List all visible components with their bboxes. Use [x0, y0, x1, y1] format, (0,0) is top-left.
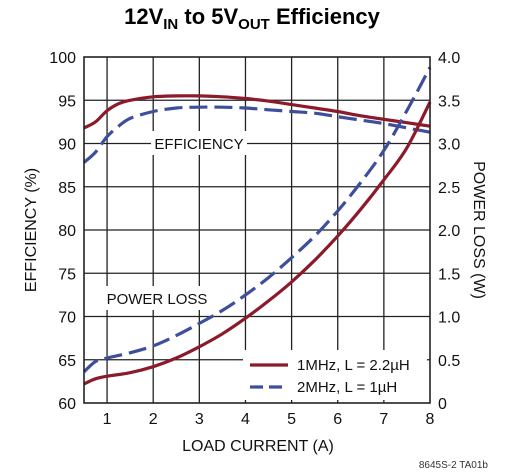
x-tick-label: 6 — [333, 411, 342, 428]
y-axis-label-right: POWER LOSS (W) — [470, 161, 487, 299]
power-loss-annotation: POWER LOSS — [107, 291, 208, 308]
y-right-tick-label: 1.0 — [438, 310, 460, 327]
x-tick-label: 5 — [287, 411, 296, 428]
tick-labels: 1 2 3 4 5 6 7 8 60 65 70 75 80 85 90 95 100 0 0.5 1.0 1.5 2.0… — [49, 50, 460, 428]
x-tick-label: 3 — [195, 411, 204, 428]
power_loss-line-1mhz — [83, 101, 432, 386]
title-part-1: 12V — [124, 4, 163, 29]
power_loss-line-2mhz — [82, 66, 432, 374]
y-right-tick-label: 1.5 — [438, 266, 460, 283]
x-tick-label: 2 — [149, 411, 158, 428]
y-left-tick-label: 100 — [49, 50, 76, 67]
x-tick-label: 8 — [426, 411, 435, 428]
y-right-tick-label: 2.0 — [438, 223, 460, 240]
title-subscript-out: OUT — [238, 16, 270, 33]
series — [82, 66, 432, 386]
legend-background — [243, 350, 427, 400]
y-left-tick-label: 80 — [58, 223, 76, 240]
y-right-tick-label: 2.5 — [438, 180, 460, 197]
title-part-2: to 5V — [178, 4, 238, 29]
legend-label-2mhz: 2MHz, L = 1µH — [297, 379, 397, 396]
plot-frame — [83, 56, 431, 404]
x-tick-label: 4 — [241, 411, 250, 428]
title-subscript-in: IN — [163, 16, 178, 33]
y-right-tick-label: 3.0 — [438, 137, 460, 154]
efficiency-annotation-bg — [151, 131, 247, 155]
x-tick-label: 7 — [379, 411, 388, 428]
y-right-tick-label: 0.5 — [438, 353, 460, 370]
x-tick-label: 1 — [103, 411, 112, 428]
legend-label-1mhz: 1MHz, L = 2.2µH — [297, 357, 410, 374]
y-axis-label-left: EFFICIENCY (%) — [23, 168, 40, 292]
efficiency-annotation: EFFICIENCY — [154, 136, 243, 153]
x-axis-label: LOAD CURRENT (A) — [182, 438, 334, 455]
power-loss-annotation-bg — [100, 286, 214, 310]
y-left-tick-label: 90 — [58, 137, 76, 154]
chart-title: 12VIN to 5VOUT Efficiency — [124, 4, 381, 33]
figure-code: 8645S-2 TA01b — [419, 460, 489, 471]
y-left-tick-label: 85 — [58, 180, 76, 197]
efficiency-line-2mhz — [82, 105, 431, 164]
y-left-tick-label: 75 — [58, 266, 76, 283]
y-right-tick-label: 3.5 — [438, 93, 460, 110]
y-left-tick-label: 60 — [58, 396, 76, 413]
y-left-tick-label: 70 — [58, 310, 76, 327]
legend: 1MHz, L = 2.2µH 2MHz, L = 1µH — [243, 350, 427, 400]
title-part-3: Efficiency — [270, 4, 381, 29]
y-left-tick-label: 65 — [58, 353, 76, 370]
y-left-tick-label: 95 — [58, 93, 76, 110]
y-right-tick-label: 0 — [438, 396, 447, 413]
y-right-tick-label: 4.0 — [438, 50, 460, 67]
efficiency-line-1mhz — [83, 94, 431, 130]
